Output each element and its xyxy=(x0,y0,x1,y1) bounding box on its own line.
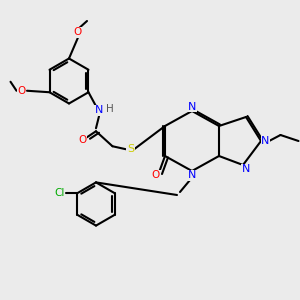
Text: O: O xyxy=(74,27,82,37)
Text: N: N xyxy=(261,136,270,146)
Text: N: N xyxy=(188,170,196,181)
Text: Cl: Cl xyxy=(54,188,64,198)
Text: H: H xyxy=(106,104,113,114)
Text: N: N xyxy=(242,164,250,175)
Text: O: O xyxy=(152,170,160,181)
Text: O: O xyxy=(17,86,26,96)
Text: N: N xyxy=(95,105,103,115)
Text: N: N xyxy=(188,101,196,112)
Text: S: S xyxy=(127,144,134,154)
Text: O: O xyxy=(78,135,87,145)
